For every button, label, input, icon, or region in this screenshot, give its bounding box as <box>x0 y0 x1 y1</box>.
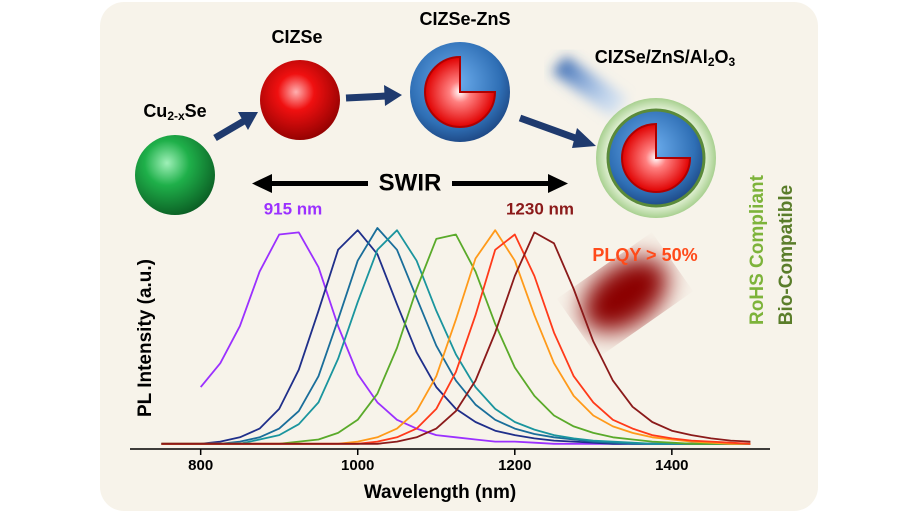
cizse-particle <box>260 60 340 140</box>
emission-glow <box>582 258 668 332</box>
x-tick-label: 1200 <box>498 457 531 474</box>
spectrum-line <box>161 231 751 445</box>
label-part: Se <box>185 101 207 121</box>
peak-label: 915 nm <box>264 199 323 218</box>
particle-label: CIZSe/ZnS/Al2O3 <box>595 47 736 69</box>
plqy-label: PLQY > 50% <box>592 245 697 265</box>
label-part: O <box>715 47 729 67</box>
x-tick-label: 800 <box>188 457 213 474</box>
label-sub: 3 <box>729 55 736 69</box>
peak-label: 1230 nm <box>506 199 574 218</box>
y-axis-label: PL Intensity (a.u.) <box>135 259 156 417</box>
particle-label: CIZSe-ZnS <box>419 9 510 29</box>
x-tick-label: 1400 <box>655 457 688 474</box>
label-part: Cu <box>143 101 167 121</box>
particle-label: Cu2-xSe <box>143 101 206 123</box>
x-axis-label: Wavelength (nm) <box>364 482 516 503</box>
plot: 800 1000 1200 1400 <box>161 227 751 474</box>
cizse-zns-particle <box>410 42 510 142</box>
swir-label-bg <box>368 170 452 198</box>
swir-label: SWIR <box>379 169 442 196</box>
label-part: CIZSe/ZnS/Al <box>595 47 708 67</box>
x-tick-label: 1000 <box>341 457 374 474</box>
excitation-beam <box>552 56 628 118</box>
label-sub: 2-x <box>167 109 185 123</box>
spectrum-line <box>161 229 751 445</box>
bio-label: Bio-Compatible <box>776 185 797 325</box>
cu2xse-particle <box>135 135 215 215</box>
cizse-zns-al2o3-particle <box>596 98 716 218</box>
arrows <box>213 85 596 148</box>
particle-label: CIZSe <box>271 27 322 47</box>
label-sub: 2 <box>708 55 715 69</box>
rohs-label: RoHS Compliant <box>747 174 768 325</box>
